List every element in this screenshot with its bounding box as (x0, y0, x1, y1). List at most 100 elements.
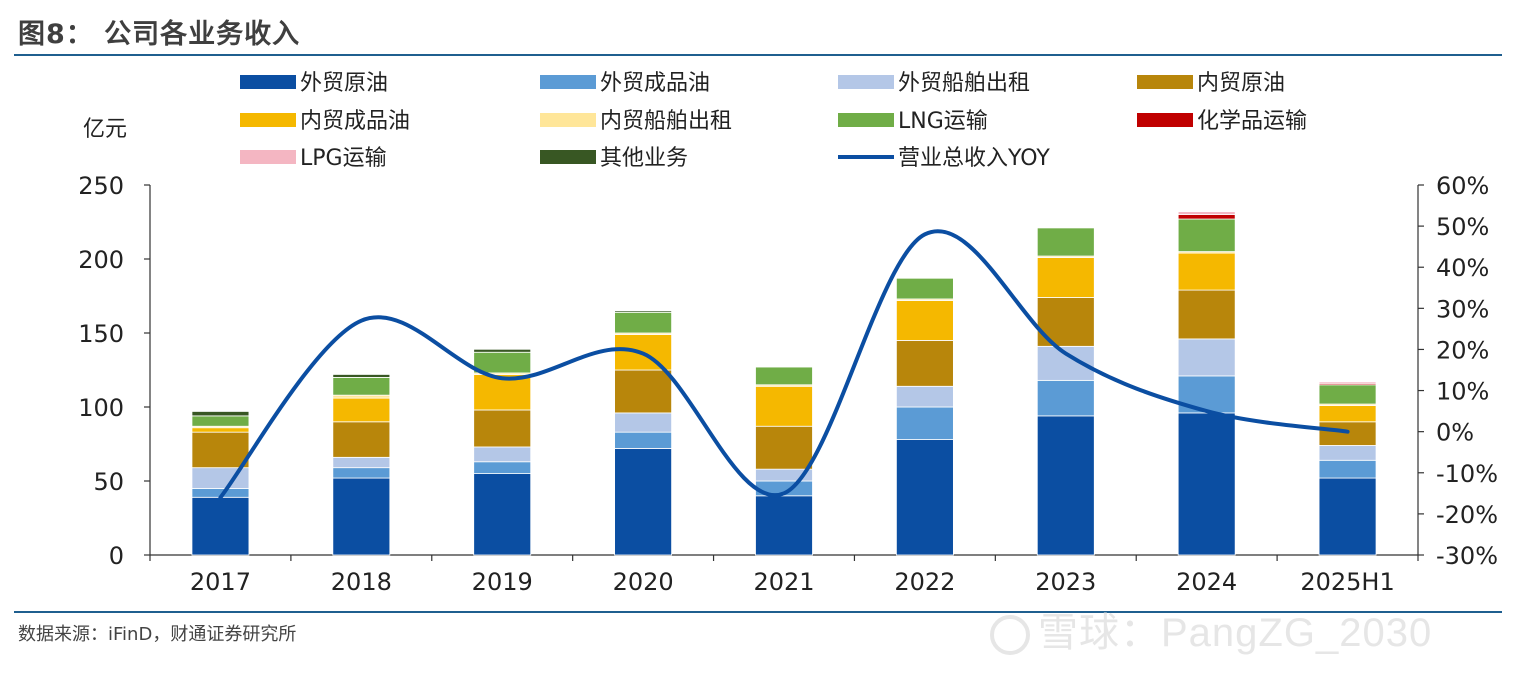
bar-segment (614, 369, 673, 414)
y2-tick-label: 20% (1436, 336, 1489, 364)
xueqiu-logo-icon (990, 615, 1030, 656)
bar-segment (191, 496, 250, 556)
bar-segment (1318, 405, 1377, 423)
legend-label: 化学品运输 (1197, 109, 1307, 134)
bar-segment (191, 415, 250, 427)
bar-segment (895, 277, 954, 300)
bar-segment (614, 311, 673, 334)
legend-label: LNG运输 (898, 109, 988, 134)
bar-segment (191, 411, 250, 417)
x-tick-label: 2023 (1035, 568, 1096, 596)
bar-segment (895, 439, 954, 556)
yoy-line (218, 229, 1350, 500)
legend-swatch (240, 113, 296, 127)
bar-segment (1177, 252, 1236, 291)
bar-segment (895, 300, 954, 341)
bar-segment (895, 339, 954, 387)
bottom-divider (14, 611, 1502, 613)
bar-segment (1318, 384, 1377, 405)
x-tick-label: 2019 (472, 568, 533, 596)
x-tick-label: 2018 (331, 568, 392, 596)
bar-segment (1036, 415, 1095, 556)
bar-segment (332, 467, 391, 479)
bar-segment (473, 461, 532, 475)
legend-label: 营业总收入YOY (898, 146, 1050, 171)
bar-segment (1177, 218, 1236, 252)
bar-segment (332, 394, 391, 399)
source-note: 数据来源：iFinD，财通证券研究所 (18, 624, 297, 645)
bar-segment (755, 366, 813, 386)
legend-swatch (540, 75, 596, 89)
legend-label: 内贸原油 (1197, 71, 1285, 96)
bar-segment (614, 431, 673, 449)
bar-segment (614, 310, 673, 313)
bar-segment (1318, 381, 1377, 384)
bar-segment (332, 477, 391, 556)
bar-segment (332, 376, 391, 396)
legend-swatch (540, 150, 596, 164)
bar-segment (1177, 412, 1236, 556)
bar-segment (1036, 257, 1095, 298)
bar-segment (473, 348, 532, 353)
legend-swatch (240, 75, 296, 89)
bar-segment (1177, 214, 1236, 220)
y2-tick-label: 10% (1436, 378, 1489, 406)
bar-segment (473, 374, 532, 411)
legend-label: 其他业务 (600, 146, 688, 171)
legend-label: 内贸船舶出租 (600, 109, 732, 134)
legend-label: 外贸成品油 (600, 71, 710, 96)
y-tick-label: 0 (109, 542, 124, 570)
bar-segment (473, 473, 532, 556)
watermark: 雪球：PangZG_2030 (990, 600, 1432, 658)
bar-segment (332, 421, 391, 458)
legend-swatch (1137, 75, 1193, 89)
y2-tick-label: 30% (1436, 295, 1489, 323)
y-tick-label: 250 (78, 172, 124, 200)
bar-segment (332, 456, 391, 469)
bar-segment (895, 385, 954, 408)
legend-label: 内贸成品油 (300, 109, 410, 134)
x-tick-label: 2022 (894, 568, 955, 596)
bar-segment (755, 495, 813, 556)
bar-segment (1177, 289, 1236, 340)
bar-segment (755, 425, 813, 470)
y2-tick-label: 40% (1436, 254, 1489, 282)
legend-swatch (838, 113, 894, 127)
y2-tick-label: -10% (1436, 460, 1498, 488)
legend-label: 外贸船舶出租 (898, 71, 1030, 96)
y-tick-label: 50 (93, 468, 124, 496)
bar-segment (332, 397, 391, 423)
x-tick-label: 2025H1 (1300, 568, 1394, 596)
watermark-text: 雪球：PangZG_2030 (1038, 611, 1433, 655)
y-tick-label: 150 (78, 320, 124, 348)
legend-swatch (1137, 113, 1193, 127)
legend-swatch (838, 75, 894, 89)
bar-segment (1318, 459, 1377, 479)
bar-segment (473, 446, 532, 463)
bar-segment (1036, 379, 1095, 417)
x-tick-label: 2021 (753, 568, 814, 596)
x-tick-label: 2024 (1176, 568, 1237, 596)
y2-tick-label: 60% (1436, 172, 1489, 200)
bar-segment (1318, 445, 1377, 461)
y2-tick-label: -20% (1436, 501, 1498, 529)
bar-segment (473, 351, 532, 374)
bar-segment (895, 406, 954, 440)
y2-tick-label: -30% (1436, 542, 1498, 570)
top-divider (14, 54, 1502, 56)
x-tick-label: 2017 (190, 568, 251, 596)
bar-segment (1318, 477, 1377, 556)
bar-segment (191, 427, 250, 433)
legend-swatch (540, 113, 596, 127)
y2-tick-label: 50% (1436, 213, 1489, 241)
bar-segment (473, 409, 532, 448)
y-tick-label: 200 (78, 246, 124, 274)
bar-segment (1177, 211, 1236, 215)
x-tick-label: 2020 (613, 568, 674, 596)
legend-label: 外贸原油 (300, 71, 388, 96)
y2-tick-label: 0% (1436, 419, 1474, 447)
bar-segment (614, 412, 673, 433)
y-axis-unit-label: 亿元 (83, 117, 127, 142)
y-tick-label: 100 (78, 394, 124, 422)
